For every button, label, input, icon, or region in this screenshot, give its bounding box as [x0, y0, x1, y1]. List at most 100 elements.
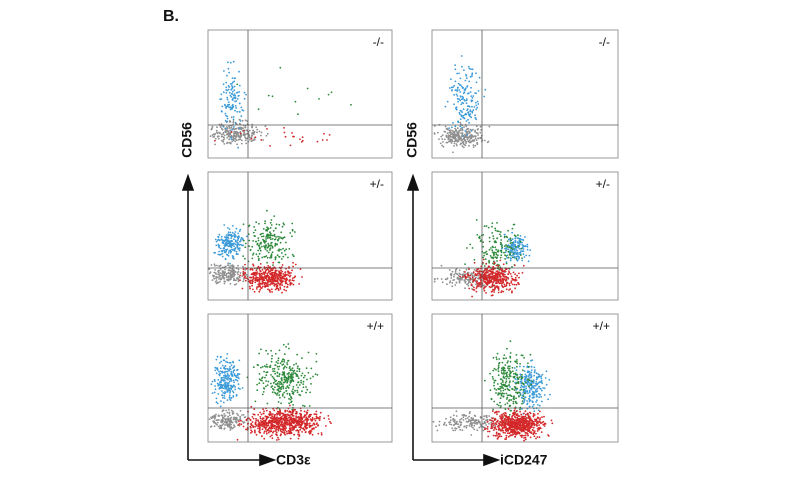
event-dot [211, 279, 214, 281]
event-dot [527, 380, 530, 383]
event-dot [524, 410, 527, 413]
event-dot [228, 423, 231, 425]
event-dot [297, 386, 299, 389]
event-dot [492, 289, 495, 291]
event-dot [262, 271, 265, 274]
event-dot [266, 209, 268, 212]
event-dot [283, 127, 285, 129]
event-dot [289, 410, 292, 413]
event-dot [527, 392, 529, 395]
event-dot [310, 367, 313, 370]
event-dot [501, 269, 504, 272]
event-dot [233, 93, 236, 95]
scatter-plot: +/- [431, 171, 619, 301]
event-dot [286, 432, 288, 435]
event-dot [227, 415, 229, 418]
event-dot [529, 374, 531, 376]
event-dot [497, 367, 500, 370]
event-dot [293, 363, 295, 366]
event-dot [455, 410, 458, 413]
event-dot [464, 287, 466, 290]
event-dot [527, 375, 530, 378]
event-dot [230, 125, 233, 127]
event-dot [318, 98, 320, 100]
event-dot [297, 437, 300, 440]
event-dot [285, 418, 288, 420]
event-dot [228, 103, 231, 106]
event-dot [220, 135, 223, 138]
event-dot [227, 272, 230, 275]
event-dot [519, 363, 521, 365]
event-dot [215, 129, 218, 132]
event-dot [238, 359, 241, 362]
event-dot [218, 233, 221, 236]
event-dot [276, 420, 278, 423]
event-dot [271, 234, 274, 237]
event-dot [499, 259, 502, 262]
event-dot [475, 139, 478, 142]
event-dot [256, 131, 258, 134]
event-dot [491, 275, 494, 278]
event-dot [469, 109, 472, 112]
event-dot [234, 138, 237, 141]
event-dot [469, 243, 472, 246]
event-dot [232, 371, 235, 373]
event-dot [286, 385, 289, 388]
event-dot [541, 389, 543, 392]
event-dot [225, 105, 228, 108]
event-dot [508, 284, 511, 287]
event-dot [289, 232, 292, 234]
event-dot [231, 140, 234, 143]
event-dot [295, 424, 297, 427]
event-dot [303, 429, 306, 431]
event-dot [232, 272, 234, 275]
event-dot [226, 373, 229, 375]
event-dot [465, 120, 468, 122]
event-dot [237, 135, 240, 138]
event-dot [259, 416, 262, 418]
event-dot [496, 250, 499, 253]
event-dot [533, 366, 536, 369]
event-dot [468, 287, 471, 290]
event-dot [475, 81, 478, 84]
event-dot [461, 126, 463, 129]
event-dot [269, 145, 271, 147]
event-dot [527, 260, 530, 263]
event-dot [238, 236, 240, 239]
event-dot [255, 221, 258, 224]
event-dot [228, 398, 231, 400]
event-dot [521, 385, 524, 388]
event-dot [282, 363, 285, 366]
event-dot [238, 235, 240, 238]
event-dot [505, 278, 507, 281]
event-dot [240, 106, 243, 109]
event-dot [509, 257, 512, 260]
event-dot [459, 84, 462, 87]
event-dot [497, 254, 499, 257]
event-dot [467, 118, 469, 121]
event-dot [264, 270, 267, 272]
event-dot [223, 366, 226, 369]
event-dot [507, 250, 510, 253]
event-dot [287, 417, 290, 419]
event-dot [489, 286, 492, 289]
event-dot [296, 373, 298, 376]
event-dot [475, 219, 478, 221]
event-dot [262, 408, 264, 411]
event-dot [533, 435, 536, 438]
event-dot [507, 256, 510, 259]
event-dot [230, 423, 233, 426]
event-dot [233, 373, 236, 375]
event-dot [494, 287, 496, 290]
event-dot [502, 412, 505, 415]
event-dot [513, 249, 516, 252]
event-dot [258, 373, 261, 375]
event-dot [277, 436, 279, 439]
event-dot [474, 422, 477, 425]
event-dot [510, 409, 512, 412]
event-dot [233, 277, 235, 280]
event-dot [208, 268, 211, 271]
event-dot [250, 429, 253, 432]
event-dot [224, 391, 227, 394]
event-dot [260, 287, 262, 289]
